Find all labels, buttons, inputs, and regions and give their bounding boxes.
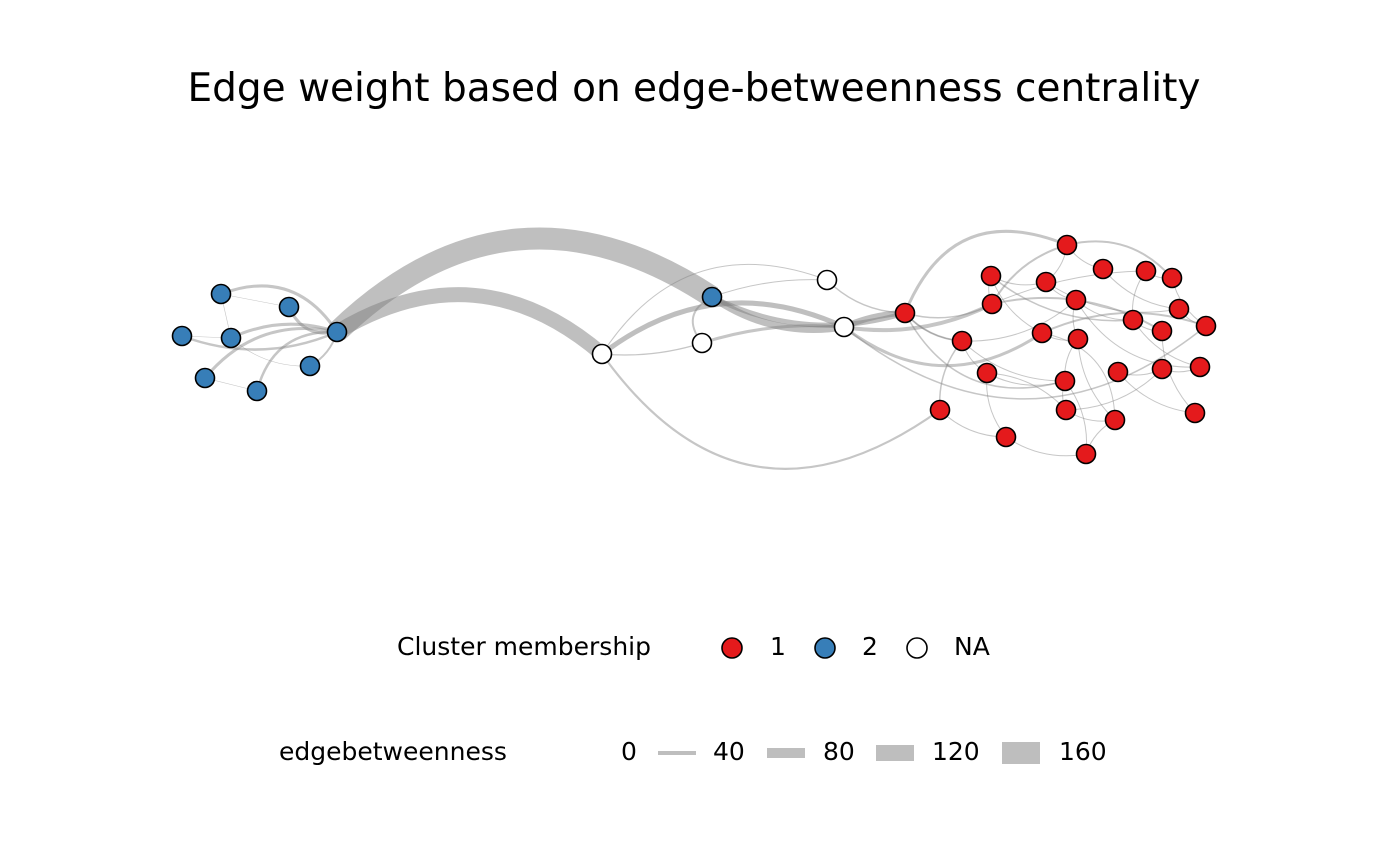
network-edge xyxy=(1045,281,1180,313)
network-edge xyxy=(181,330,338,351)
cluster-1-node xyxy=(1168,298,1190,320)
cluster-na-node xyxy=(591,343,613,365)
edgebetweenness-label-80: 80 xyxy=(823,737,855,766)
network-edge xyxy=(1077,338,1116,421)
cluster-1-node xyxy=(1055,399,1077,421)
cluster-1-node xyxy=(1189,356,1211,378)
node-layer xyxy=(171,234,1217,465)
cluster-1-node xyxy=(1151,320,1173,342)
cluster-1-node xyxy=(1135,260,1157,282)
cluster-1-node xyxy=(1067,328,1089,350)
network-edge xyxy=(1065,368,1163,411)
network-edge xyxy=(1041,332,1116,421)
network-edge xyxy=(903,229,1068,314)
cluster-1-node xyxy=(1092,258,1114,280)
cluster-legend-title: Cluster membership xyxy=(397,632,651,661)
network-edge xyxy=(220,284,339,333)
cluster-1-node xyxy=(1151,358,1173,380)
cluster-2-node xyxy=(220,327,242,349)
cluster-2-node xyxy=(194,367,216,389)
network-edge xyxy=(986,372,1066,386)
cluster-2-node xyxy=(278,296,300,318)
edgebetweenness-label-120: 120 xyxy=(932,737,980,766)
cluster-2-node xyxy=(210,283,232,305)
network-edge xyxy=(938,340,963,411)
cluster-1-node xyxy=(980,265,1002,287)
network-edge xyxy=(601,353,941,470)
cluster-1-node xyxy=(1161,267,1183,289)
cluster-1-node xyxy=(1056,234,1078,256)
cluster-1-node xyxy=(1107,361,1129,383)
cluster-1-node xyxy=(995,426,1017,448)
network-edge xyxy=(961,340,1066,382)
cluster-1-node xyxy=(951,330,973,352)
network-edge xyxy=(601,342,703,356)
cluster-2-node xyxy=(171,325,193,347)
network-edge xyxy=(843,325,1043,368)
cluster-1-label: 1 xyxy=(770,632,786,661)
network-edge xyxy=(710,294,906,328)
cluster-1-node xyxy=(981,293,1003,315)
cluster-1-node xyxy=(1195,315,1217,337)
chart-title: Edge weight based on edge-betweenness ce… xyxy=(187,66,1201,111)
network-edge xyxy=(601,263,828,355)
cluster-na-key xyxy=(906,637,928,659)
cluster-1-node xyxy=(1065,289,1087,311)
network-edge xyxy=(203,327,338,379)
network-edge xyxy=(333,287,607,360)
cluster-1-node xyxy=(1104,409,1126,431)
network-edge xyxy=(991,270,1147,305)
network-edge xyxy=(255,330,338,392)
cluster-2-node xyxy=(246,380,268,402)
cluster-1-node xyxy=(1054,370,1076,392)
edgebetweenness-label-0: 0 xyxy=(621,737,637,766)
cluster-1-node xyxy=(976,362,998,384)
network-edge xyxy=(1041,311,1207,334)
edgebetweenness-key-80 xyxy=(767,748,805,758)
cluster-2-key xyxy=(814,637,836,659)
network-edge xyxy=(711,279,828,298)
cluster-na-node xyxy=(816,269,838,291)
edgebetweenness-label-160: 160 xyxy=(1059,737,1107,766)
cluster-1-node xyxy=(929,399,951,421)
cluster-1-node xyxy=(1122,309,1144,331)
network-edge xyxy=(939,409,1007,438)
network-edge xyxy=(1075,299,1201,368)
network-edge xyxy=(1005,436,1087,457)
network-edge xyxy=(904,312,1066,389)
cluster-1-node xyxy=(1035,271,1057,293)
edgebetweenness-label-40: 40 xyxy=(713,737,745,766)
cluster-2-node xyxy=(299,355,321,377)
network-edge xyxy=(826,279,906,314)
network-edge xyxy=(329,227,719,340)
network-edge xyxy=(220,293,290,308)
cluster-2-node xyxy=(326,321,348,343)
edgebetweenness-key-160 xyxy=(1002,742,1040,764)
network-edge xyxy=(843,325,1207,400)
edgebetweenness-key-120 xyxy=(876,745,914,761)
edge-layer xyxy=(181,227,1207,470)
cluster-1-node xyxy=(1031,322,1053,344)
cluster-na-node xyxy=(691,332,713,354)
network-edge xyxy=(990,275,1134,322)
edgebetweenness-legend-title: edgebetweenness xyxy=(279,737,507,766)
network-edge xyxy=(1066,240,1173,279)
network-edge xyxy=(961,299,1077,342)
network-edge xyxy=(701,324,845,345)
cluster-1-key xyxy=(721,637,743,659)
cluster-1-node xyxy=(1184,402,1206,424)
cluster-2-label: 2 xyxy=(862,632,878,661)
cluster-na-label: NA xyxy=(954,632,990,661)
cluster-1-node xyxy=(1075,443,1097,465)
network-edge xyxy=(843,302,993,333)
cluster-na-node xyxy=(833,316,855,338)
cluster-1-node xyxy=(894,302,916,324)
edgebetweenness-key-40 xyxy=(658,751,696,755)
network-edge xyxy=(1117,371,1196,414)
network-edge xyxy=(991,244,1068,305)
cluster-2-node xyxy=(701,286,723,308)
network-edge xyxy=(230,322,338,340)
